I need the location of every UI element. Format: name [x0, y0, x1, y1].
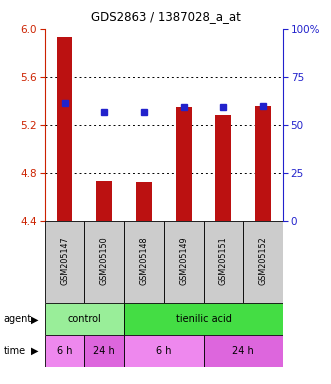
Bar: [45, 303, 124, 335]
Text: 24 h: 24 h: [232, 346, 254, 356]
Bar: [45, 221, 84, 303]
Text: GSM205149: GSM205149: [179, 236, 188, 285]
Bar: [215, 115, 231, 221]
Bar: [57, 37, 72, 221]
Text: ▶: ▶: [30, 346, 38, 356]
Text: GSM205147: GSM205147: [60, 236, 69, 285]
Text: 24 h: 24 h: [93, 346, 115, 356]
Bar: [84, 335, 124, 367]
Text: time: time: [3, 346, 25, 356]
Bar: [124, 335, 204, 367]
Text: ▶: ▶: [30, 314, 38, 324]
Text: 6 h: 6 h: [57, 346, 72, 356]
Text: GSM205152: GSM205152: [259, 236, 268, 285]
Bar: [176, 107, 192, 221]
Text: GSM205151: GSM205151: [219, 236, 228, 285]
Text: GSM205148: GSM205148: [139, 236, 149, 285]
Bar: [84, 221, 124, 303]
Bar: [255, 106, 271, 221]
Bar: [164, 221, 204, 303]
Bar: [243, 221, 283, 303]
Bar: [96, 181, 112, 221]
Bar: [124, 303, 283, 335]
Bar: [204, 335, 283, 367]
Text: agent: agent: [3, 314, 31, 324]
Text: 6 h: 6 h: [156, 346, 171, 356]
Bar: [204, 221, 243, 303]
Bar: [45, 335, 84, 367]
Text: control: control: [68, 314, 101, 324]
Text: ■: ■: [43, 383, 52, 384]
Bar: [136, 182, 152, 221]
Bar: [124, 221, 164, 303]
Text: GDS2863 / 1387028_a_at: GDS2863 / 1387028_a_at: [91, 10, 240, 23]
Text: GSM205150: GSM205150: [100, 236, 109, 285]
Text: tienilic acid: tienilic acid: [176, 314, 231, 324]
